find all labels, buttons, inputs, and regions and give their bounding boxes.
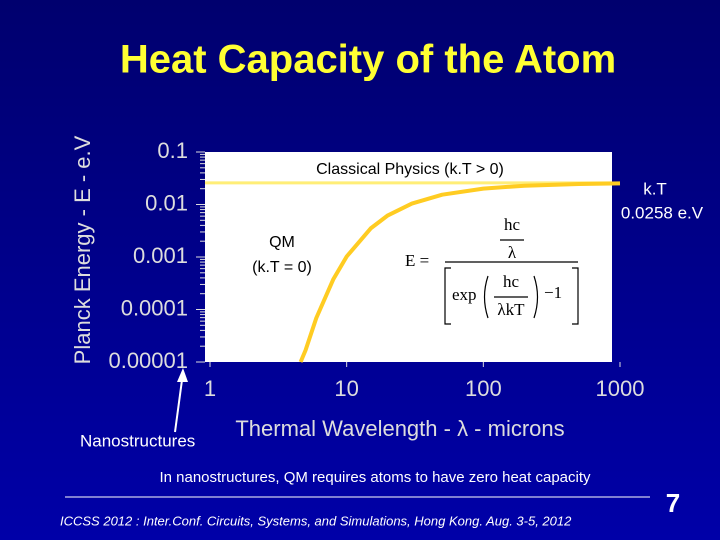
annotation: QM — [269, 234, 295, 251]
eq-text: λkT — [497, 300, 525, 319]
eq-text: −1 — [544, 283, 562, 302]
annotation: 0.0258 e.V — [621, 203, 704, 222]
caption: In nanostructures, QM requires atoms to … — [159, 469, 591, 486]
y-tick-label: 0.00001 — [108, 348, 188, 373]
x-tick-label: 1000 — [596, 376, 645, 401]
footer: ICCSS 2012 : Inter.Conf. Circuits, Syste… — [60, 513, 572, 528]
x-tick-label: 1 — [204, 376, 216, 401]
equation: E = hc λ exp hc λkT −1 — [405, 215, 579, 325]
y-tick-label: 0.001 — [133, 243, 188, 268]
eq-text: hc — [504, 215, 521, 234]
y-tick-label: 0.0001 — [121, 295, 188, 320]
y-tick-label: 0.1 — [157, 138, 188, 163]
slide-title: Heat Capacity of the Atom — [120, 38, 616, 82]
plot: 0.1 0.01 0.001 0.0001 0.00001 1 10 100 1000 — [108, 138, 644, 401]
annotation: (k.T = 0) — [252, 259, 312, 276]
x-tick-label: 10 — [334, 376, 358, 401]
y-tick-label: 0.01 — [145, 190, 188, 215]
y-axis-title: Planck Energy - E - e.V — [70, 135, 95, 364]
eq-text: hc — [503, 272, 520, 291]
x-axis-title: Thermal Wavelength - λ - microns — [235, 416, 564, 441]
eq-text: λ — [508, 243, 517, 262]
annotation: Classical Physics (k.T > 0) — [316, 161, 504, 178]
eq-text: E = — [405, 251, 429, 270]
eq-text: exp — [452, 285, 477, 304]
page-number: 7 — [666, 488, 680, 518]
line-series — [298, 181, 621, 363]
annotation: k.T — [643, 179, 667, 198]
annotation: Nanostructures — [80, 431, 195, 450]
x-tick-label: 100 — [465, 376, 502, 401]
arrow — [174, 368, 188, 433]
